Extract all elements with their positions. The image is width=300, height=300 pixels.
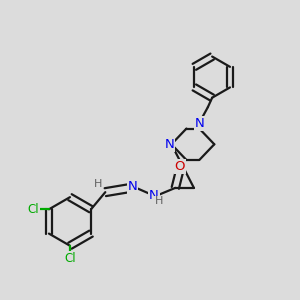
Text: Cl: Cl	[64, 252, 76, 265]
Text: Cl: Cl	[27, 203, 39, 216]
Text: H: H	[94, 178, 102, 189]
Text: H: H	[154, 196, 163, 206]
Text: N: N	[149, 188, 159, 202]
Text: O: O	[174, 160, 185, 173]
Text: N: N	[194, 117, 204, 130]
Text: N: N	[128, 180, 137, 193]
Text: N: N	[164, 138, 174, 151]
